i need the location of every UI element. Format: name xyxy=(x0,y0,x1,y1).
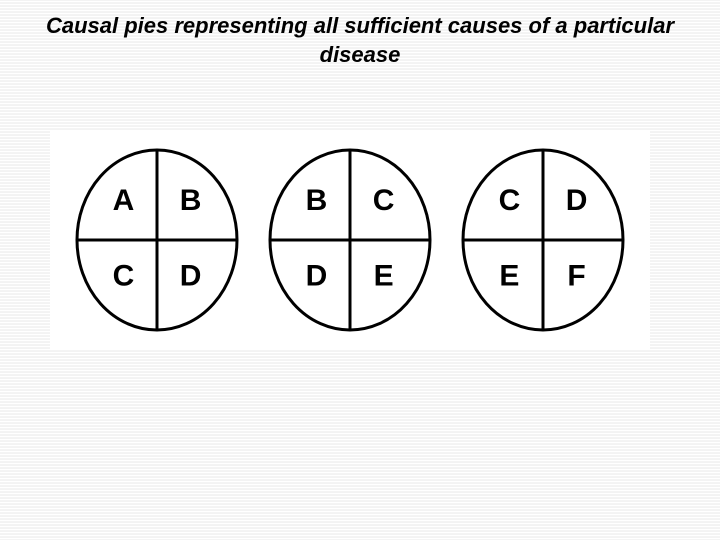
pie-3-quadrant-tr: D xyxy=(566,184,588,217)
causal-pie-2: B C D E xyxy=(265,145,435,335)
pie-1-quadrant-bl: C xyxy=(112,260,134,293)
pie-1-quadrant-tl: A xyxy=(112,184,134,217)
pie-diagram-region: A B C D B C D E C D E F xyxy=(50,130,650,350)
slide-title: Causal pies representing all sufficient … xyxy=(0,0,720,69)
pie-3-quadrant-tl: C xyxy=(499,184,521,217)
causal-pie-wrapper-2: B C D E xyxy=(265,145,435,335)
pie-1-quadrant-tr: B xyxy=(179,184,201,217)
pie-3-quadrant-br: F xyxy=(568,260,586,293)
causal-pie-3: C D E F xyxy=(458,145,628,335)
pie-3-quadrant-bl: E xyxy=(500,260,520,293)
pie-2-quadrant-tl: B xyxy=(306,184,328,217)
causal-pie-wrapper-3: C D E F xyxy=(458,145,628,335)
pie-2-quadrant-br: E xyxy=(374,260,394,293)
causal-pie-1: A B C D xyxy=(72,145,242,335)
causal-pie-wrapper-1: A B C D xyxy=(72,145,242,335)
pie-1-quadrant-br: D xyxy=(179,260,201,293)
pie-2-quadrant-bl: D xyxy=(306,260,328,293)
pie-2-quadrant-tr: C xyxy=(373,184,395,217)
